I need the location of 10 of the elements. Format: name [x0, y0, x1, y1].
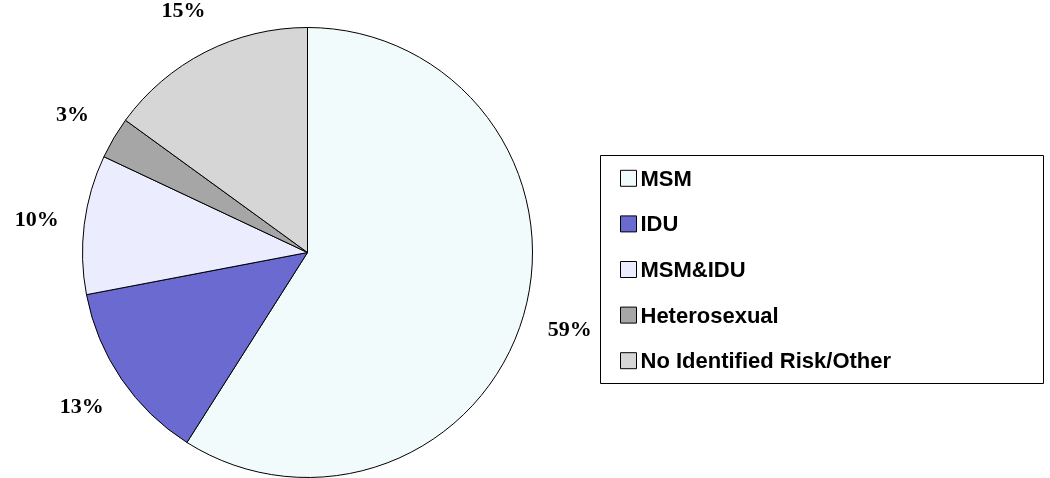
data-label: 15% [161, 0, 206, 22]
data-label: 10% [14, 205, 59, 231]
legend-label: No Identified Risk/Other [640, 348, 892, 374]
data-label: 59% [547, 316, 592, 342]
legend-label: MSM&IDU [640, 257, 746, 282]
legend-label: MSM [640, 165, 692, 191]
legend-label: Heterosexual [640, 302, 779, 328]
data-label: 3% [56, 101, 90, 127]
legend-label: IDU [640, 211, 679, 237]
data-label: 13% [59, 393, 104, 419]
